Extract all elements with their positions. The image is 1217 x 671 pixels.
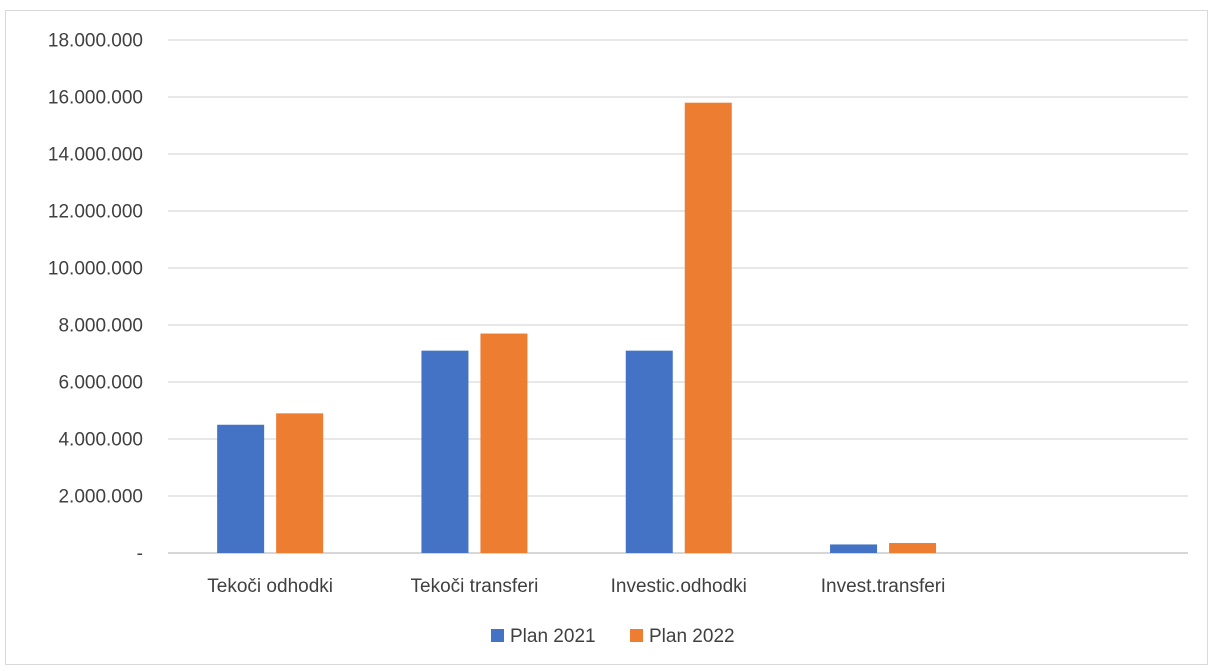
x-axis-category-labels: Tekoči odhodki Tekoči transferi Investic.o… <box>207 576 945 597</box>
bar-plan-2022-tekoci-transferi <box>480 333 528 553</box>
y-tick-label: 6.000.000 <box>58 373 143 394</box>
legend-label-plan-2021: Plan 2021 <box>510 626 596 647</box>
y-tick-label: - <box>137 544 143 565</box>
chart-frame <box>5 10 1208 665</box>
bar-plan-2021-tekoci-odhodki <box>217 424 265 553</box>
y-tick-label: 2.000.000 <box>58 487 143 508</box>
x-category-label: Tekoči transferi <box>411 576 539 597</box>
y-tick-label: 8.000.000 <box>58 316 143 337</box>
bar-plan-2021-investic-odhodki <box>625 350 673 553</box>
y-tick-label: 16.000.000 <box>48 88 143 109</box>
y-tick-label: 14.000.000 <box>48 145 143 166</box>
y-tick-label: 4.000.000 <box>58 430 143 451</box>
legend: Plan 2021 Plan 2022 <box>491 626 735 647</box>
x-category-label: Investic.odhodki <box>611 576 747 597</box>
legend-swatch-plan-2022 <box>630 629 643 642</box>
bar-plan-2021-tekoci-transferi <box>421 350 469 553</box>
legend-swatch-plan-2021 <box>491 629 504 642</box>
bar-plan-2022-investic-odhodki <box>684 102 732 553</box>
y-tick-label: 12.000.000 <box>48 202 143 223</box>
x-category-label: Invest.transferi <box>821 576 946 597</box>
legend-label-plan-2022: Plan 2022 <box>649 626 735 647</box>
bar-plan-2022-tekoci-odhodki <box>276 413 324 553</box>
x-category-label: Tekoči odhodki <box>207 576 333 597</box>
bar-plan-2021-invest-transferi <box>830 544 878 553</box>
y-axis-tick-labels: - 2.000.000 4.000.000 6.000.000 8.000.000 10.… <box>48 31 143 565</box>
gridlines <box>168 39 1188 497</box>
y-tick-label: 18.000.000 <box>48 31 143 52</box>
y-tick-label: 10.000.000 <box>48 259 143 280</box>
bar-plan-2022-invest-transferi <box>889 543 937 553</box>
bars <box>217 102 937 553</box>
